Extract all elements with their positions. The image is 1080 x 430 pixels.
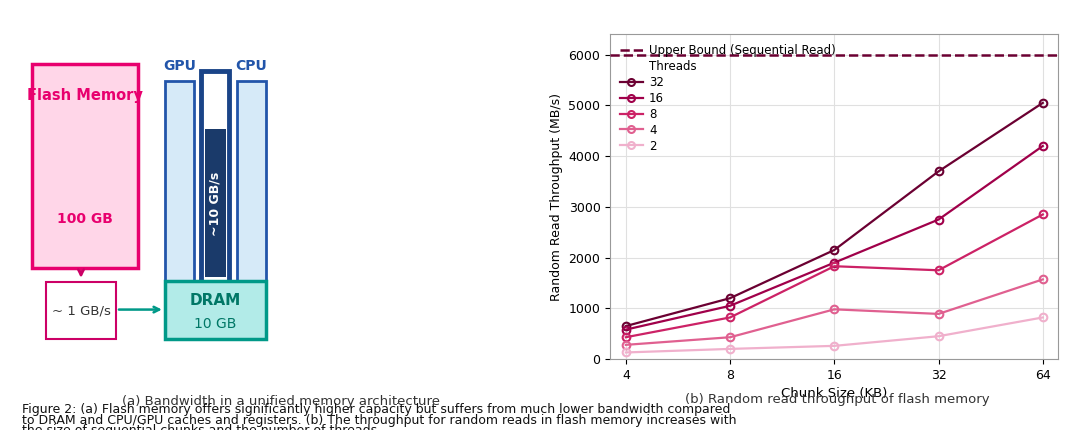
Bar	[237, 81, 267, 328]
Text: 100 GB: 100 GB	[57, 212, 113, 226]
Legend: Upper Bound (Sequential Read), Threads, 32, 16, 8, 4, 2: Upper Bound (Sequential Read), Threads, …	[616, 40, 839, 156]
Text: ~ 1 GB/s: ~ 1 GB/s	[52, 304, 110, 317]
Y-axis label: Random Read Throughput (MB/s): Random Read Throughput (MB/s)	[550, 93, 563, 301]
Text: (a) Bandwidth in a unified memory architecture: (a) Bandwidth in a unified memory archit…	[122, 395, 440, 408]
Bar	[201, 71, 229, 337]
Text: (b) Random read throughput of flash memory: (b) Random read throughput of flash memo…	[685, 393, 989, 406]
Bar	[164, 281, 266, 339]
Bar	[46, 283, 117, 339]
Text: DRAM: DRAM	[190, 293, 241, 308]
Text: CPU: CPU	[235, 58, 267, 73]
Text: Figure 2: (a) Flash memory offers significantly higher capacity but suffers from: Figure 2: (a) Flash memory offers signif…	[22, 403, 730, 416]
Text: 10 GB: 10 GB	[194, 317, 237, 331]
Text: Flash Memory: Flash Memory	[27, 89, 143, 104]
X-axis label: Chunk Size (KB): Chunk Size (KB)	[781, 387, 888, 400]
Bar	[164, 81, 194, 328]
Text: GPU: GPU	[163, 58, 195, 73]
Text: the size of sequential chunks and the number of threads.: the size of sequential chunks and the nu…	[22, 424, 381, 430]
Text: ~10 GB/s: ~10 GB/s	[208, 172, 222, 236]
Text: to DRAM and CPU/GPU caches and registers. (b) The throughput for random reads in: to DRAM and CPU/GPU caches and registers…	[22, 414, 737, 427]
Bar	[205, 129, 226, 277]
Bar	[32, 64, 138, 268]
